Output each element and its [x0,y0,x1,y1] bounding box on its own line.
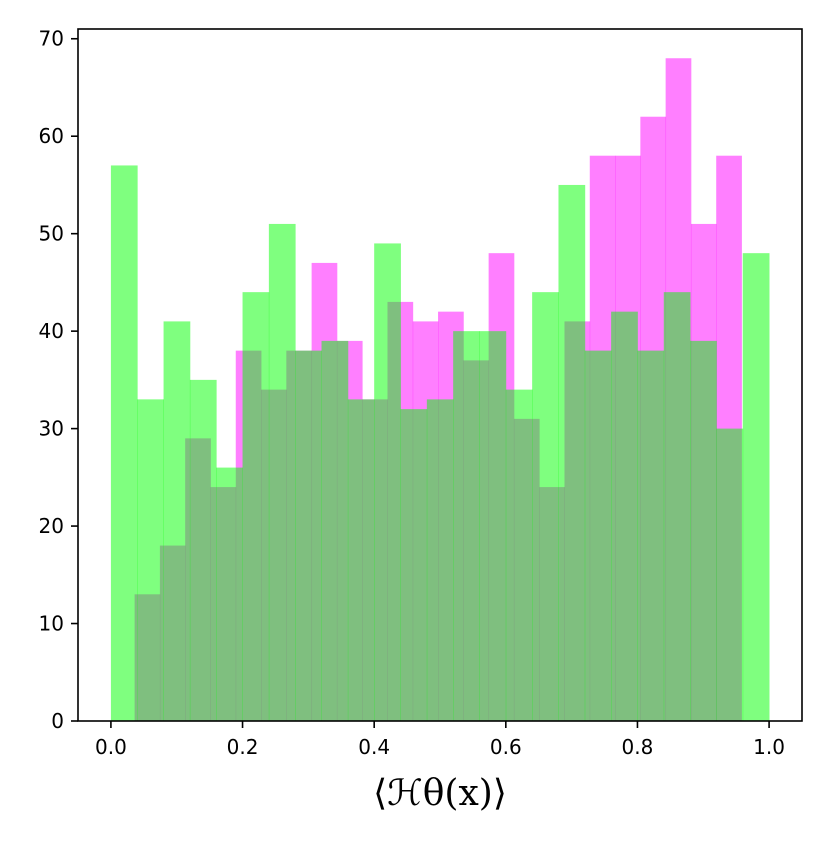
x-tick-label: 0.6 [490,735,522,759]
y-tick-label: 40 [39,319,64,343]
y-axis: 0 10 20 30 40 50 60 70 [39,27,78,733]
x-tick-label: 0.8 [622,735,654,759]
x-axis: 0.0 0.2 0.4 0.6 0.8 1.0 [95,721,785,759]
histogram-bar [137,399,164,721]
histogram-bar [163,321,191,721]
histogram-bar [532,292,559,721]
histogram-bar [690,340,717,721]
bars-layer [110,58,770,722]
histogram-series-2 [110,165,770,722]
histogram-bar [426,399,454,721]
histogram-bar [347,399,375,721]
x-tick-label: 0.2 [227,735,259,759]
histogram-bar [716,428,744,721]
histogram-bar [295,350,322,721]
histogram-bar [479,331,507,721]
x-tick-label: 0.0 [95,735,127,759]
histogram-bar [453,331,480,721]
y-tick-label: 50 [39,222,64,246]
histogram-bar [584,350,612,721]
histogram-bar [321,340,349,721]
histogram-bar [110,165,138,722]
x-axis-label: ⟨ℋθ(x)⟩ [373,773,507,814]
histogram-bar [505,389,533,721]
y-tick-label: 30 [39,417,64,441]
y-tick-label: 60 [39,124,64,148]
histogram-bar [400,409,428,721]
histogram-bar [189,379,217,721]
histogram-bar [216,467,243,721]
y-tick-label: 0 [51,709,64,733]
axes-frame [77,28,803,722]
histogram-bar [611,311,638,721]
histogram-bar [268,223,296,722]
histogram-bar [558,184,586,721]
y-tick-label: 20 [39,514,64,538]
y-tick-label: 10 [39,612,64,636]
histogram-bar [242,292,270,721]
x-tick-label: 1.0 [753,735,785,759]
histogram-bar [663,292,691,721]
histogram-bar [637,350,665,721]
histogram-bar [374,243,401,721]
y-tick-label: 70 [39,27,64,51]
x-tick-label: 0.4 [358,735,390,759]
histogram-bar [742,253,770,722]
